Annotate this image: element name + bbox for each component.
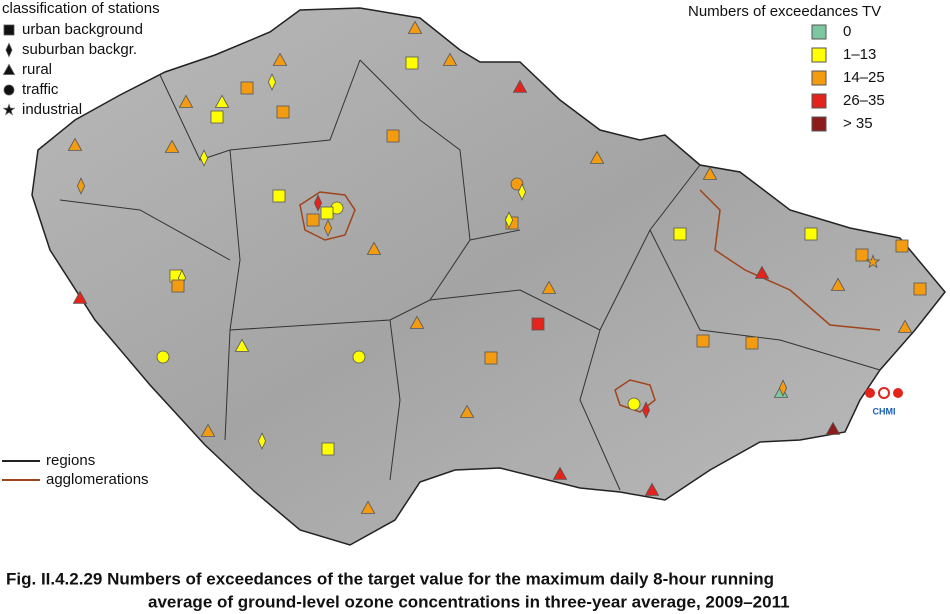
marker-diamond: [504, 211, 514, 229]
marker-triangle: [552, 466, 568, 480]
marker-square: [320, 206, 334, 220]
marker-triangle: [702, 166, 718, 180]
marker-triangle: [178, 94, 194, 108]
station-legend-title: classification of stations: [2, 0, 160, 17]
station-legend-label: urban background: [22, 21, 143, 38]
marker-triangle: [512, 79, 528, 93]
marker-square: [405, 56, 419, 70]
marker-diamond: [5, 42, 13, 58]
exceed-legend: 0 1–13 14–25 26–35 > 35: [811, 23, 885, 132]
exceed-legend-label: > 35: [843, 115, 873, 132]
marker-diamond: [517, 183, 527, 201]
marker-diamond: [778, 379, 788, 397]
station-legend-label: rural: [22, 61, 52, 78]
exceed-legend-label: 0: [843, 23, 851, 40]
marker-triangle: [72, 290, 88, 304]
marker-triangle: [272, 52, 288, 66]
marker-triangle: [360, 500, 376, 514]
marker-square: [386, 129, 400, 143]
legend-swatch: [811, 47, 827, 63]
agglomerations: [299, 189, 881, 413]
line-legend-label: regions: [46, 452, 95, 469]
legend-swatch: [811, 93, 827, 109]
legend-swatch: [811, 70, 827, 86]
marker-triangle: [541, 280, 557, 294]
marker-square: [276, 105, 290, 119]
marker-circle: [156, 350, 170, 364]
marker-square: [895, 239, 909, 253]
caption-line1: Fig. II.4.2.29 Numbers of exceedances of…: [6, 569, 774, 588]
exceed-legend-label: 14–25: [843, 69, 885, 86]
marker-triangle: [366, 241, 382, 255]
exceed-legend-title: Numbers of exceedances TV: [688, 3, 881, 20]
marker-circle: [3, 84, 15, 96]
marker-square: [531, 317, 545, 331]
marker-square: [240, 81, 254, 95]
marker-triangle: [200, 423, 216, 437]
marker-star: [865, 254, 881, 269]
marker-square: [804, 227, 818, 241]
marker-square: [210, 110, 224, 124]
marker-triangle: [830, 277, 846, 291]
marker-triangle: [754, 265, 770, 279]
marker-star: [2, 103, 16, 116]
legend-swatch: [811, 24, 827, 40]
marker-square: [321, 442, 335, 456]
marker-triangle: [644, 482, 660, 496]
marker-square: [673, 227, 687, 241]
marker-triangle: [67, 137, 83, 151]
marker-diamond: [257, 432, 267, 450]
marker-square: [745, 336, 759, 350]
exceed-legend-label: 26–35: [843, 92, 885, 109]
logo-text: CHMI: [873, 406, 896, 416]
marker-triangle: [214, 94, 230, 108]
marker-diamond: [267, 73, 277, 91]
station-legend-label: traffic: [22, 81, 59, 98]
marker-triangle: [407, 20, 423, 34]
marker-square: [913, 282, 927, 296]
region-borders: [59, 59, 881, 491]
marker-square: [306, 213, 320, 227]
marker-triangle: [409, 315, 425, 329]
marker-diamond: [76, 177, 86, 195]
station-legend-label: industrial: [22, 101, 82, 118]
logo: CHMI: [865, 387, 903, 416]
marker-triangle: [234, 338, 250, 352]
line-legend-label: agglomerations: [46, 471, 149, 488]
marker-triangle: [2, 63, 16, 75]
marker-square: [272, 189, 286, 203]
marker-square: [171, 279, 185, 293]
marker-square: [855, 248, 869, 262]
marker-circle: [627, 397, 641, 411]
marker-square: [3, 24, 15, 36]
marker-diamond: [199, 149, 209, 167]
line-legend: regions agglomerations: [2, 452, 149, 488]
legend-swatch: [811, 116, 827, 132]
marker-triangle: [442, 52, 458, 66]
marker-triangle: [589, 150, 605, 164]
marker-square: [696, 334, 710, 348]
stations: [67, 20, 927, 514]
station-legend-label: suburban backgr.: [22, 41, 137, 58]
marker-diamond: [323, 219, 333, 237]
marker-circle: [510, 177, 524, 191]
marker-triangle: [825, 421, 841, 435]
exceed-legend-label: 1–13: [843, 46, 876, 63]
marker-diamond: [641, 401, 651, 419]
marker-square: [484, 351, 498, 365]
marker-triangle: [164, 139, 180, 153]
marker-triangle: [897, 319, 913, 333]
country-shape: [31, 7, 946, 546]
marker-circle: [352, 350, 366, 364]
station-legend: urban background suburban backgr. rural tra…: [2, 21, 143, 118]
marker-triangle: [459, 404, 475, 418]
caption-line2: average of ground-level ozone concentrat…: [148, 592, 790, 611]
marker-diamond: [313, 194, 323, 212]
